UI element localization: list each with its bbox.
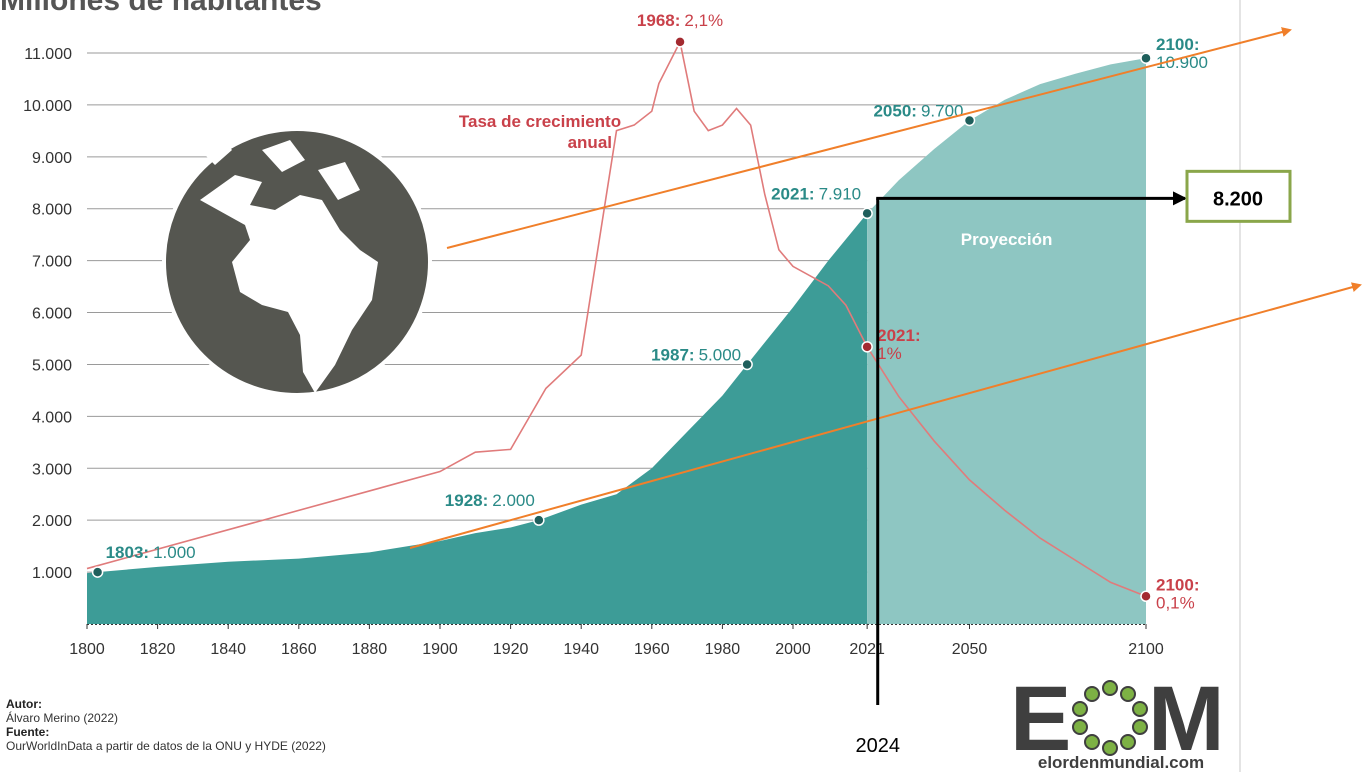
y-tick-label: 4.000	[32, 409, 72, 426]
highlight-point	[674, 36, 686, 48]
credit-text: OurWorldInData a partir de datos de la O…	[6, 739, 326, 753]
marker-label: 8.200	[1213, 188, 1263, 210]
highlight-year: 2050:	[873, 101, 916, 120]
highlight-point	[741, 358, 753, 371]
highlight-value: 10.900	[1156, 53, 1208, 72]
highlight-year: 2021:	[771, 184, 814, 203]
growth-line	[86, 39, 1147, 598]
highlight-label: 1803: 1.000	[106, 543, 196, 562]
highlight-year: 1987:	[651, 345, 694, 364]
highlight-value: 1.000	[153, 543, 196, 562]
highlight-value: 1%	[877, 344, 902, 363]
marker-annotation: 8.200 2024	[855, 169, 1292, 757]
x-tick-label: 1840	[210, 641, 246, 658]
x-tick-label: 1900	[422, 641, 458, 658]
lines	[86, 39, 1147, 598]
y-tick-label: 6.000	[32, 306, 72, 323]
highlight-point	[533, 514, 545, 526]
highlight-label: 1968: 2,1%	[637, 11, 723, 30]
highlight-year: 1968:	[637, 11, 680, 30]
highlight-label: 2100: 0,1%	[1156, 575, 1199, 612]
logo: E M elordenmundial.com	[1010, 668, 1225, 772]
annotation: anual	[568, 133, 612, 152]
globe-icon	[162, 127, 432, 397]
highlight-point	[91, 566, 104, 578]
y-tick-label: 5.000	[32, 357, 72, 374]
x-tick-label: 1920	[493, 641, 529, 658]
trend-arrow	[446, 27, 1292, 249]
highlight-year: 2100:	[1156, 575, 1199, 594]
x-tick-label: 2000	[775, 641, 811, 658]
x-tick-label: 1800	[69, 641, 105, 658]
x-tick-label: 1880	[352, 641, 388, 658]
highlight-value: 2.000	[492, 491, 535, 510]
x-tick-label: 1940	[563, 641, 599, 658]
highlight-point	[861, 341, 873, 353]
credit-title: Autor:	[6, 697, 42, 711]
x-tick-label: 2100	[1128, 641, 1164, 658]
highlight-point	[861, 207, 873, 220]
highlight-value: 5.000	[699, 345, 742, 364]
logo-letter: M	[1148, 668, 1225, 770]
x-tick-label: 1860	[281, 641, 317, 658]
highlight-point	[963, 114, 976, 127]
logo-letter: E	[1010, 668, 1071, 770]
y-tick-label: 2.000	[32, 513, 72, 530]
x-tick-label: 2021	[849, 641, 885, 658]
trend-arrow	[409, 282, 1362, 549]
x-tick-label: 1960	[634, 641, 670, 658]
area-label: Proyección	[961, 230, 1053, 249]
highlight-label: 1928: 2.000	[445, 491, 535, 510]
highlight-year: 2021:	[877, 326, 920, 345]
x-tick-label: 1980	[705, 641, 741, 658]
logo-ring	[1072, 680, 1148, 756]
marker-box	[1185, 169, 1292, 223]
highlight-label: 2021: 7.910	[771, 184, 861, 203]
highlight-label: 2050: 9.700	[873, 101, 963, 120]
x-tick-label: 1820	[140, 641, 176, 658]
highlight-value: 2,1%	[684, 11, 723, 30]
highlight-value: 9.700	[921, 101, 964, 120]
logo-url: elordenmundial.com	[1038, 753, 1204, 772]
annotation: Tasa de crecimiento	[459, 112, 621, 131]
y-tick-label: 8.000	[32, 202, 72, 219]
highlight-label: 2021: 1%	[877, 326, 920, 363]
chart-title: Millones de habitantes	[0, 0, 322, 17]
y-tick-label: 10.000	[23, 98, 72, 115]
labels: 1803: 1.000 1928: 2.000 1987: 5.000 2021: 7.910…	[91, 11, 1208, 612]
y-tick-label: 7.000	[32, 254, 72, 271]
x-tick-label: 2050	[952, 641, 988, 658]
y-tick-label: 11.000	[24, 46, 72, 63]
credit-title: Fuente:	[6, 725, 49, 739]
highlight-year: 1803:	[106, 543, 149, 562]
y-tick-label: 3.000	[32, 461, 72, 478]
highlight-point	[1140, 52, 1152, 64]
highlight-label: 1987: 5.000	[651, 345, 741, 364]
marker-x-label: 2024	[855, 735, 900, 757]
highlight-label: 2100: 10.900	[1156, 35, 1208, 72]
y-tick-label: 1.000	[32, 565, 72, 582]
y-tick-label: 9.000	[32, 150, 72, 167]
highlight-point	[1140, 590, 1152, 603]
highlight-value: 0,1%	[1156, 593, 1195, 612]
credit-text: Álvaro Merino (2022)	[6, 710, 118, 725]
population-area	[87, 213, 868, 624]
highlight-year: 1928:	[445, 491, 488, 510]
highlight-value: 7.910	[819, 184, 862, 203]
highlight-year: 2100:	[1156, 35, 1199, 54]
